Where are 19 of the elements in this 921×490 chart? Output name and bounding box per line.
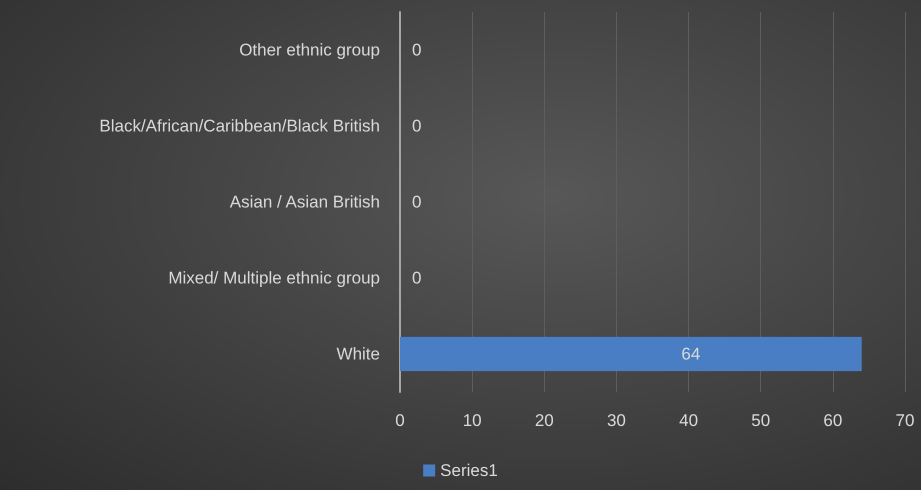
- y-tick-label: Other ethnic group: [239, 40, 380, 60]
- y-tick-label: Black/African/Caribbean/Black British: [99, 116, 380, 136]
- x-tick-label: 0: [395, 411, 405, 430]
- legend-label: Series1: [440, 461, 498, 480]
- x-tick-label: 70: [896, 411, 914, 430]
- y-tick-label: Mixed/ Multiple ethnic group: [168, 268, 380, 288]
- data-label: 0: [412, 268, 422, 288]
- x-tick-label: 60: [823, 411, 842, 430]
- y-tick-label: Asian / Asian British: [230, 192, 380, 212]
- x-tick-label: 50: [751, 411, 770, 430]
- data-label: 64: [681, 344, 700, 364]
- x-tick-label: 30: [606, 411, 626, 430]
- y-tick-label: White: [336, 344, 380, 364]
- x-tick-label: 10: [462, 411, 482, 430]
- data-label: 0: [412, 116, 422, 136]
- data-label: 0: [412, 192, 422, 212]
- x-tick-label: 40: [679, 411, 698, 430]
- x-tick-label: 20: [534, 411, 554, 430]
- data-label: 0: [412, 40, 422, 60]
